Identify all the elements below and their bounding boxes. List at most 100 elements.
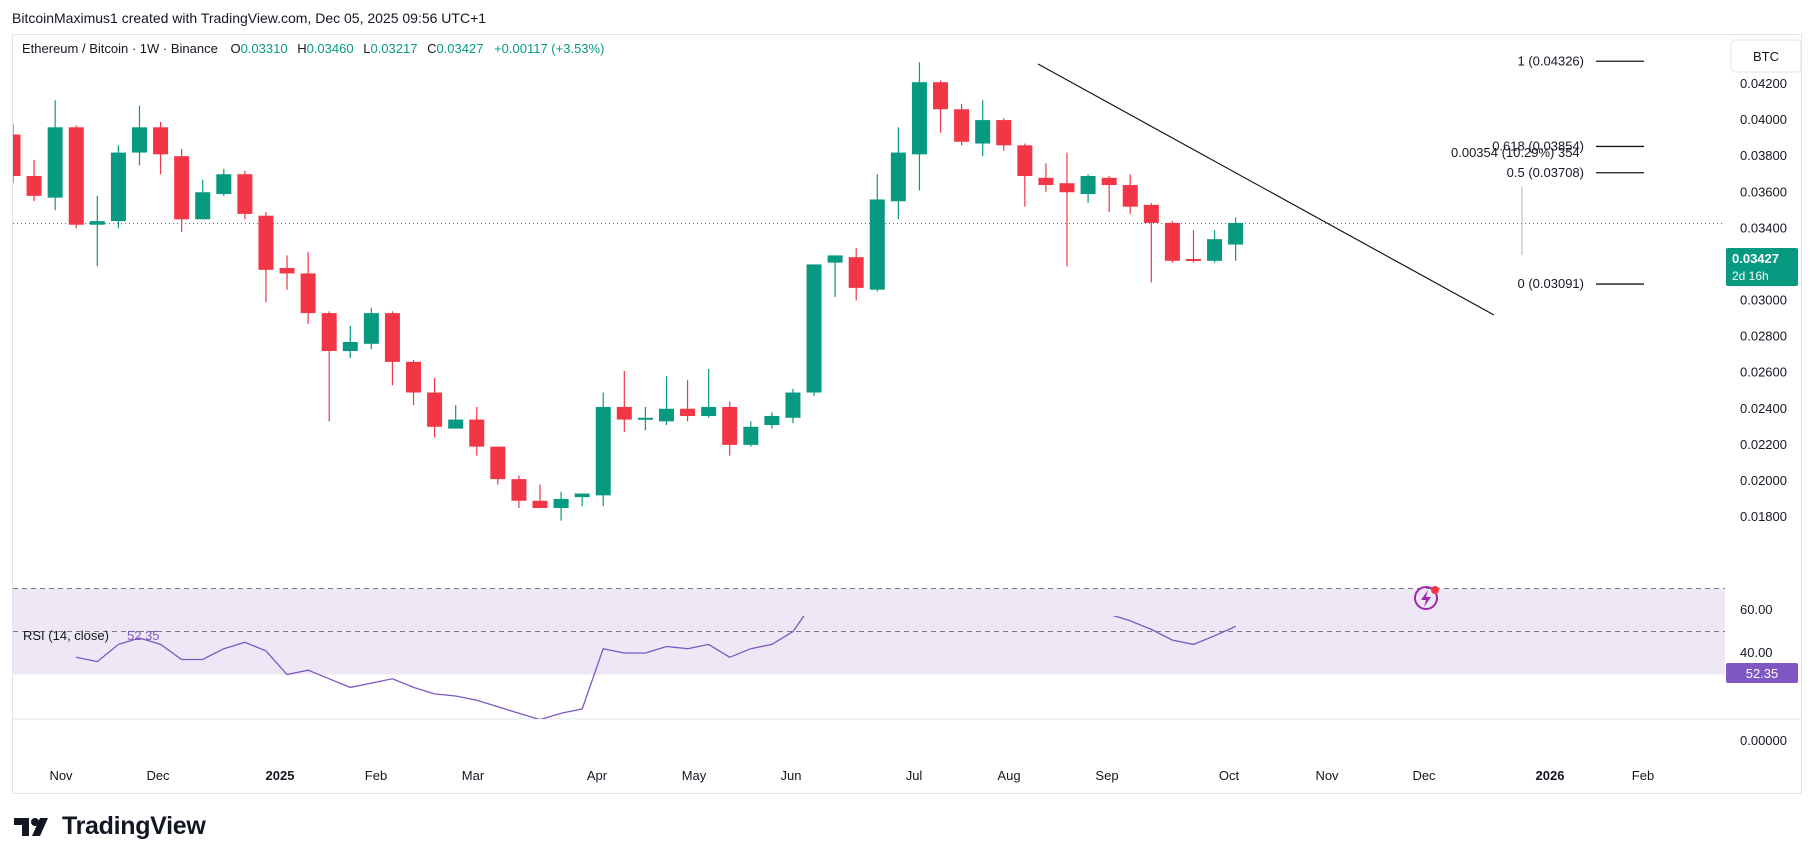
price-axis-tick: 0.02600 (1740, 365, 1787, 380)
price-axis-tick: 0.02000 (1740, 473, 1787, 488)
fib-level-label: 0.5 (0.03708) (1507, 165, 1584, 180)
price-chart[interactable]: Ethereum / Bitcoin · 1W · Binance O0.033… (5, 35, 1802, 793)
rsi-value-badge: 52.35 (1746, 666, 1779, 681)
price-axis-tick: 0.03800 (1740, 148, 1787, 163)
price-badge-bg (1726, 248, 1798, 286)
candle-body (637, 417, 653, 420)
candles (5, 62, 1244, 521)
fib-level-label: 1 (0.04326) (1518, 53, 1585, 68)
time-axis-tick: Jun (781, 768, 802, 783)
tradingview-logo-icon (14, 817, 48, 836)
candle-body (1143, 204, 1159, 223)
time-axis-tick: Oct (1219, 768, 1240, 783)
candle-body (1164, 222, 1180, 261)
candle-body (195, 192, 211, 220)
time-axis-tick: Feb (1632, 768, 1654, 783)
candle-body (1017, 145, 1033, 177)
price-badge-value: 0.03427 (1732, 251, 1779, 266)
tradingview-logo-text: TradingView (62, 812, 206, 840)
chart-frame: Ethereum / Bitcoin · 1W · Binance O0.033… (5, 34, 1802, 794)
price-axis-tick: 0.03000 (1740, 293, 1787, 308)
time-axis-tick: Dec (146, 768, 170, 783)
rsi-pane[interactable]: RSI (14, close) 52.35 60.00 40.00 0.00000 52.… (13, 582, 1801, 748)
candle-body (869, 199, 885, 290)
legend-low-value: 0.03217 (370, 41, 417, 56)
time-axis-tick: Feb (365, 768, 387, 783)
candle-body (1228, 222, 1244, 245)
candle-body (279, 268, 295, 274)
candle-body (827, 255, 843, 263)
legend-high-value: 0.03460 (307, 41, 354, 56)
rsi-axis-tick: 60.00 (1740, 602, 1773, 617)
candle-body (342, 341, 358, 352)
candle-body (131, 127, 147, 153)
candle-body (954, 109, 970, 142)
price-axis[interactable]: 0.042000.040000.038000.036000.034000.032… (1740, 76, 1787, 524)
candle-body (701, 406, 717, 416)
candle-body (1122, 185, 1138, 207)
time-axis-tick: Dec (1412, 768, 1436, 783)
candle-body (406, 361, 422, 393)
candle-body (5, 134, 21, 177)
rsi-line (76, 616, 1236, 719)
candle-body (996, 120, 1012, 146)
time-axis-tick: Nov (49, 768, 73, 783)
candle-body (890, 152, 906, 202)
flash-icon[interactable] (1414, 586, 1439, 610)
candle-body (490, 446, 506, 480)
candle-body (911, 82, 927, 155)
legend-open-value: 0.03310 (241, 41, 288, 56)
time-axis-tick: Jul (906, 768, 923, 783)
candle-body (511, 479, 527, 501)
candle-body (68, 127, 84, 225)
time-axis-tick: May (682, 768, 707, 783)
candle-body (1080, 176, 1096, 195)
fib-levels[interactable]: 1 (0.04326) 0.618 (0.03854) 0.5 (0.03708) 0… (1492, 53, 1644, 291)
candle-body (975, 120, 991, 144)
candle-body (384, 313, 400, 362)
candle-body (258, 215, 274, 270)
candle-body (806, 264, 822, 393)
price-badge-countdown: 2d 16h (1732, 269, 1769, 283)
time-axis[interactable]: Nov Dec 2025 Feb Mar Apr May Jun Jul Aug Sep Oct Nov… (49, 768, 1654, 783)
candle-body (153, 127, 169, 155)
candle-body (363, 313, 379, 344)
legend-symbol: Ethereum / Bitcoin · 1W · Binance (22, 41, 218, 56)
candle-body (848, 257, 864, 288)
candle-body (89, 221, 105, 225)
tradingview-logo[interactable]: TradingView (14, 812, 206, 841)
legend-high-label: H (297, 41, 306, 56)
trendline[interactable] (1037, 63, 1495, 316)
candle-body (300, 273, 316, 314)
price-axis-tick: 0.01800 (1740, 509, 1787, 524)
legend-line: Ethereum / Bitcoin · 1W · Binance O0.033… (22, 41, 604, 56)
candle-body (47, 127, 63, 198)
price-axis-tick: 0.02800 (1740, 329, 1787, 344)
rsi-axis-tick: 0.00000 (1740, 733, 1787, 748)
descending-trendline[interactable] (1037, 63, 1495, 316)
candle-body (174, 156, 190, 220)
legend-change: +0.00117 (+3.53%) (494, 41, 604, 56)
time-axis-tick: Mar (462, 768, 485, 783)
candle-body (1038, 177, 1054, 186)
fib-level-label: 0.618 (0.03854) (1492, 138, 1584, 153)
time-axis-tick: Sep (1095, 768, 1118, 783)
time-axis-tick: 2025 (266, 768, 295, 783)
price-axis-tick: 0.03400 (1740, 220, 1787, 235)
candle-body (110, 152, 126, 222)
candle-body (680, 408, 696, 416)
candle-body (933, 82, 949, 110)
fib-level-label: 0 (0.03091) (1518, 276, 1585, 291)
rsi-axis-tick: 40.00 (1740, 645, 1773, 660)
candle-body (764, 415, 780, 425)
candle-body (616, 406, 632, 420)
price-axis-tick: 0.04200 (1740, 76, 1787, 91)
candle-body (658, 408, 674, 422)
time-axis-tick: Apr (587, 768, 608, 783)
measure-label: 0.00354 (10.29%) 354 (1451, 145, 1580, 160)
legend-close-label: C (427, 41, 436, 56)
candle-body (1185, 259, 1201, 262)
candle-body (785, 392, 801, 418)
currency-button[interactable]: BTC (1753, 49, 1779, 64)
time-axis-tick: Nov (1315, 768, 1339, 783)
